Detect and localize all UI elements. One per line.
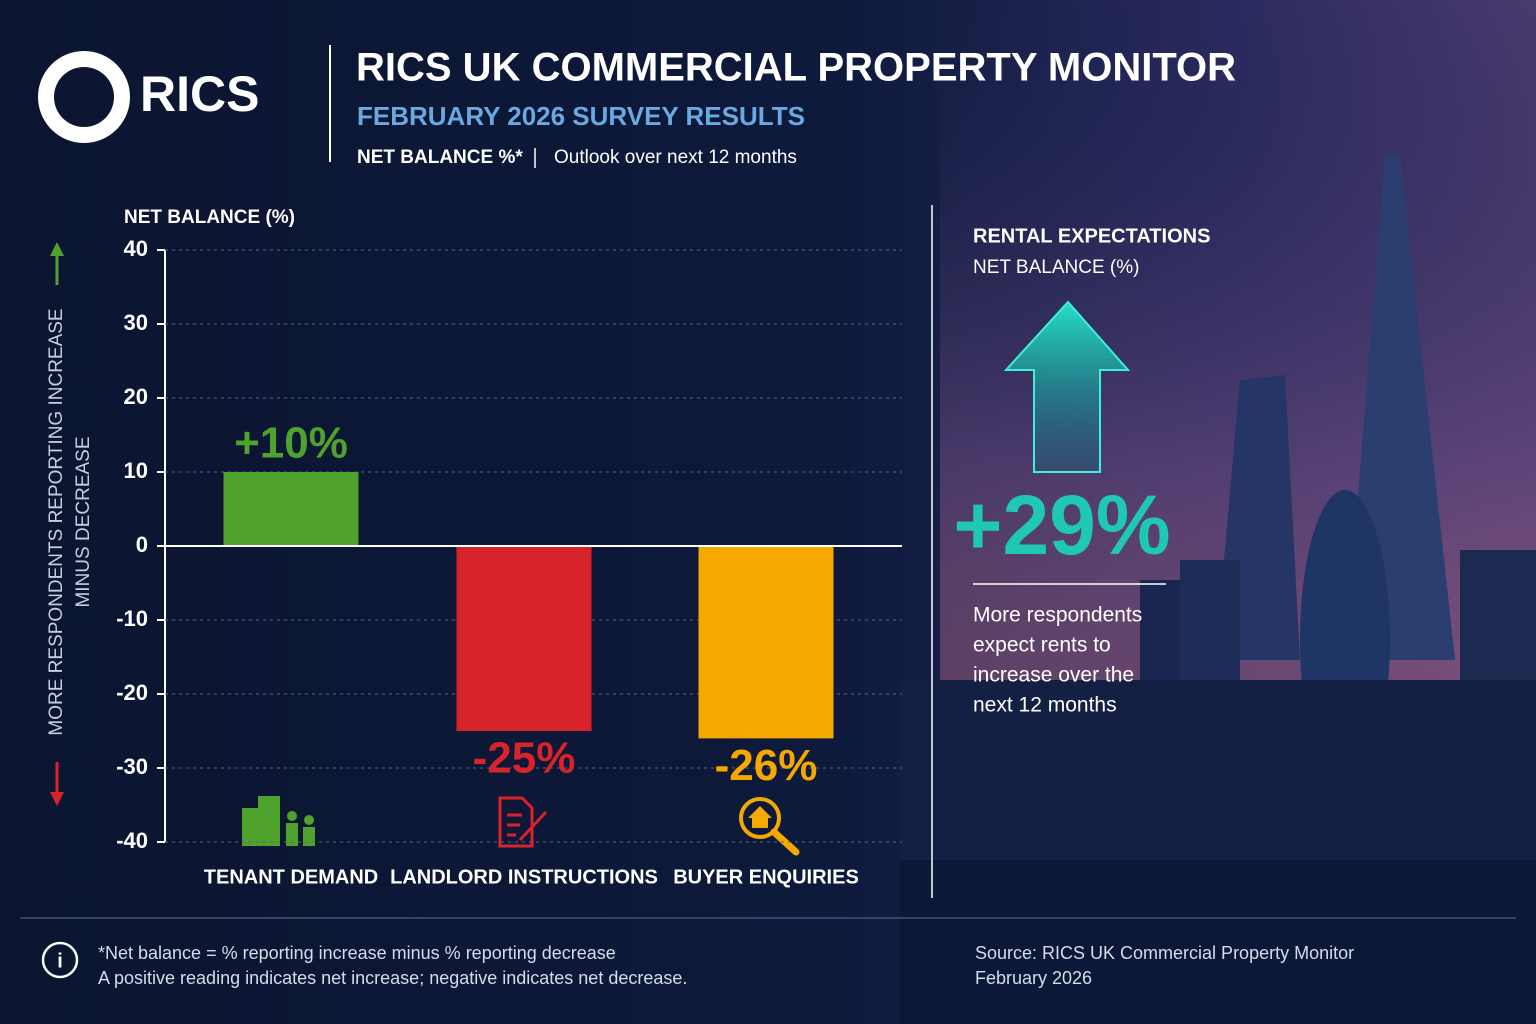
info-icon <box>41 941 79 979</box>
logo-text: RICS <box>140 66 259 122</box>
title: RICS UK COMMERCIAL PROPERTY MONITOR <box>356 46 1236 90</box>
value-label: -26% <box>715 741 818 790</box>
callout-text: next 12 months <box>973 694 1117 717</box>
bar <box>698 546 834 739</box>
subtitle: FEBRUARY 2026 SURVEY RESULTS <box>357 101 805 131</box>
tenant-icon <box>242 796 315 846</box>
callout-subtitle: NET BALANCE (%) <box>973 257 1139 278</box>
measure: NET BALANCE %* <box>357 147 523 168</box>
landlord-icon <box>498 796 548 848</box>
up-arrow <box>50 242 64 256</box>
y-tick-label: -40 <box>116 828 148 853</box>
y-tick-label: 20 <box>124 384 148 409</box>
y-tick-label: -20 <box>116 680 148 705</box>
callout-figure: +29% <box>953 478 1170 572</box>
category-label: LANDLORD INSTRUCTIONS <box>390 866 658 888</box>
skyline <box>900 155 1536 1024</box>
callout-text: expect rents to <box>973 634 1111 657</box>
callout-text: More respondents <box>973 604 1142 627</box>
callout-title: RENTAL EXPECTATIONS <box>973 225 1210 247</box>
axis-title: NET BALANCE (%) <box>124 207 295 228</box>
outlook: Outlook over next 12 months <box>554 147 797 168</box>
callout-text: increase over the <box>973 664 1134 687</box>
value-label: -25% <box>473 734 576 783</box>
callout-arrow <box>1003 300 1131 473</box>
source: February 2026 <box>975 968 1092 988</box>
footnote: A positive reading indicates net increas… <box>98 968 687 988</box>
info-icon-glyph: i <box>57 950 63 972</box>
buyer-icon <box>739 797 800 856</box>
y-tick-label: -10 <box>116 606 148 631</box>
category-label: TENANT DEMAND <box>204 866 378 888</box>
value-label: +10% <box>234 419 348 468</box>
y-axis-label: MORE RESPONDENTS REPORTING INCREASE <box>46 308 67 735</box>
category-label: BUYER ENQUIRIES <box>673 866 859 888</box>
source: Source: RICS UK Commercial Property Moni… <box>975 943 1354 963</box>
logo-mark-inner <box>54 67 114 127</box>
y-tick-label: -30 <box>116 754 148 779</box>
y-tick-label: 30 <box>124 310 148 335</box>
y-tick-label: 40 <box>124 236 148 261</box>
footnote: *Net balance = % reporting increase minu… <box>98 943 616 963</box>
y-tick-label: 0 <box>136 532 148 557</box>
y-axis-label: MINUS DECREASE <box>73 436 94 607</box>
y-tick-label: 10 <box>124 458 148 483</box>
down-arrow <box>50 792 64 806</box>
bar <box>223 472 359 546</box>
bar <box>456 546 592 731</box>
